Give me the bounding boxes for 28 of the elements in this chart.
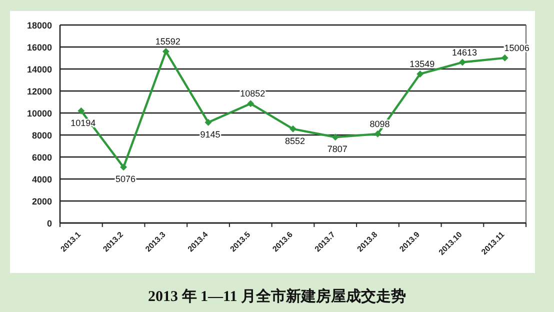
y-tick-label: 0 — [46, 218, 52, 228]
y-tick-label: 18000 — [26, 20, 52, 30]
y-tick-label: 2000 — [32, 196, 52, 206]
data-label: 8552 — [284, 136, 306, 146]
data-label: 10852 — [240, 88, 266, 99]
point — [416, 70, 424, 78]
y-tick-label: 8000 — [32, 130, 52, 140]
point — [374, 130, 382, 138]
point — [332, 134, 339, 141]
y-tick-label: 14000 — [26, 64, 52, 74]
point — [501, 54, 508, 62]
data-label: 14613 — [452, 47, 477, 58]
data-label: 7807 — [327, 144, 348, 154]
y-tick-label: 16000 — [26, 42, 52, 52]
point — [290, 125, 296, 132]
point — [204, 118, 212, 126]
point — [162, 48, 170, 55]
y-tick-label: 6000 — [32, 152, 52, 162]
point — [247, 100, 254, 108]
data-label: 15592 — [155, 36, 180, 46]
text: 2013 年 1—11 月全市新建房屋成交走势 — [148, 287, 406, 305]
data-label: 13549 — [410, 58, 435, 69]
point — [458, 58, 466, 66]
point — [120, 164, 128, 171]
y-tick-label: 4000 — [32, 174, 52, 184]
y-tick-label: 12000 — [26, 86, 52, 96]
y-tick-label: 10000 — [26, 108, 52, 118]
point — [78, 107, 85, 114]
